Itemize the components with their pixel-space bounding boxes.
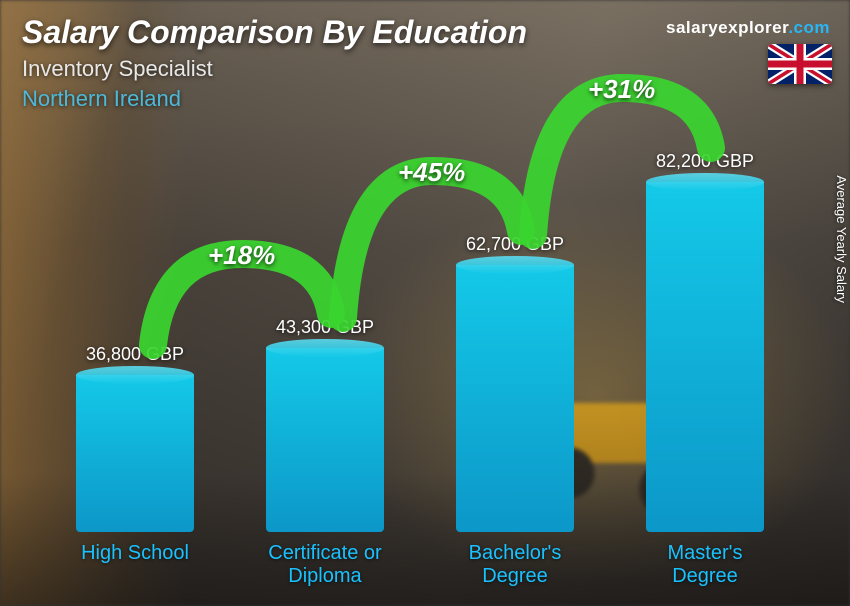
bar-category-label: Certificate orDiploma [268, 542, 381, 588]
bar-body [266, 348, 384, 532]
chart-subtitle-job: Inventory Specialist [22, 56, 213, 82]
uk-flag-icon [768, 44, 832, 84]
bar-column: 36,800 GBP High School [44, 344, 226, 588]
bar-value-label: 62,700 GBP [466, 234, 564, 255]
bar-body [76, 375, 194, 532]
bar-top-ellipse [456, 256, 574, 274]
bar-column: 82,200 GBP Master'sDegree [614, 151, 796, 588]
chart-title: Salary Comparison By Education [22, 14, 527, 51]
bar [76, 375, 194, 532]
brand-domain: .com [788, 18, 830, 37]
brand-name: salaryexplorer [666, 18, 788, 37]
bar-category-label: Bachelor'sDegree [469, 542, 562, 588]
bar-value-label: 36,800 GBP [86, 344, 184, 365]
bar-value-label: 43,300 GBP [276, 317, 374, 338]
bar-column: 62,700 GBP Bachelor'sDegree [424, 234, 606, 588]
bar-top-ellipse [76, 366, 194, 384]
bar-chart: 36,800 GBP High School 43,300 GBP Certifica… [40, 118, 800, 588]
infographic-container: Salary Comparison By Education Inventory… [0, 0, 850, 606]
bar-value-label: 82,200 GBP [656, 151, 754, 172]
bar-top-ellipse [646, 173, 764, 191]
bar [646, 182, 764, 532]
bar-body [456, 265, 574, 532]
bar-category-label: Master'sDegree [668, 542, 743, 588]
bar-body [646, 182, 764, 532]
brand-logo: salaryexplorer.com [666, 18, 830, 38]
bar-column: 43,300 GBP Certificate orDiploma [234, 317, 416, 588]
bar-top-ellipse [266, 339, 384, 357]
chart-subtitle-region: Northern Ireland [22, 86, 181, 112]
bar [266, 348, 384, 532]
bar [456, 265, 574, 532]
y-axis-label: Average Yearly Salary [835, 175, 850, 303]
bar-category-label: High School [81, 542, 189, 588]
increase-percent-label: +31% [588, 74, 655, 105]
